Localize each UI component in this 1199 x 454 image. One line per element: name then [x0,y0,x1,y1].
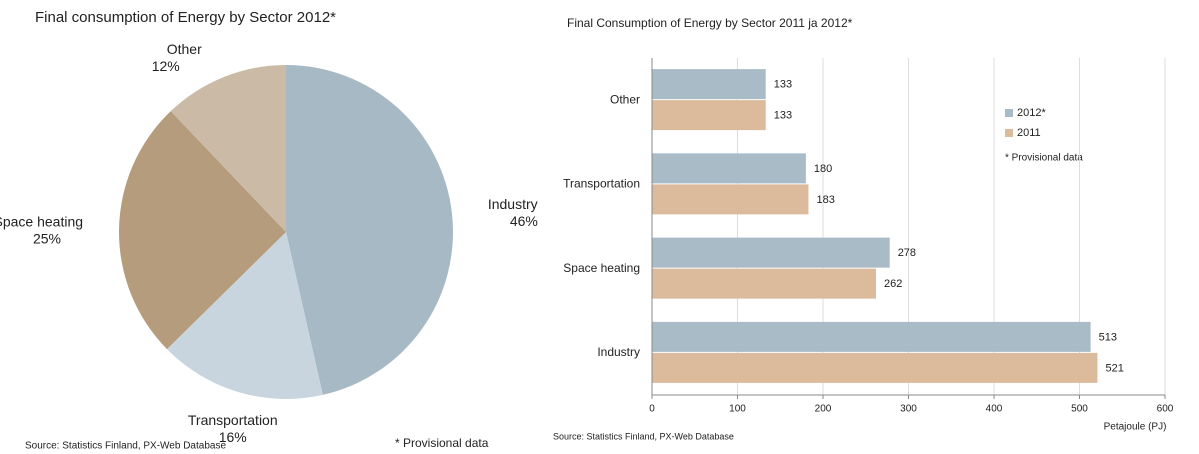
bar-note: * Provisional data [1005,153,1083,164]
bar-value: 183 [816,194,834,206]
bar-source: Source: Statistics Finland, PX-Web Datab… [553,431,734,441]
bar [652,237,890,268]
slice-label: Space heating [0,214,83,230]
x-axis-label: Petajoule (PJ) [1104,422,1167,433]
bar [652,153,806,184]
slice-label: Industry [488,196,538,212]
legend-label: 2011 [1017,127,1041,139]
x-tick-label: 0 [649,404,655,415]
pie-slice [170,65,286,232]
bar [652,69,766,100]
x-tick-label: 400 [986,404,1003,415]
pie-title: Final consumption of Energy by Sector 20… [35,9,336,26]
bar [652,100,766,131]
x-tick-label: 500 [1071,404,1088,415]
pie-source: Source: Statistics Finland, PX-Web Datab… [25,441,226,452]
legend-swatch [1005,129,1013,137]
x-tick-label: 100 [729,404,746,415]
bar [652,321,1091,352]
bar-value: 133 [774,110,792,122]
bar-title: Final Consumption of Energy by Sector 20… [567,16,853,30]
pie-slice [118,111,286,350]
legend-label: 2012* [1017,107,1046,119]
x-tick-label: 600 [1157,404,1174,415]
slice-value: 25% [33,231,61,247]
bar-value: 278 [898,247,916,259]
x-tick-label: 200 [815,404,832,415]
slice-value: 16% [219,429,247,445]
y-tick-label: Space heating [563,261,640,275]
bar-value: 262 [884,278,902,290]
bar-value: 521 [1105,362,1123,374]
pie-note: * Provisional data [395,436,489,450]
bar [652,352,1098,383]
pie-slice [166,232,323,399]
bar-value: 133 [774,79,792,91]
y-tick-label: Other [610,92,640,106]
slice-value: 12% [152,58,180,74]
slice-label: Transportation [188,412,278,428]
y-tick-label: Transportation [563,177,640,191]
y-tick-label: Industry [597,345,640,359]
bar-value: 180 [814,163,832,175]
slice-value: 46% [510,213,538,229]
bar [652,268,877,299]
bar-value: 513 [1099,331,1117,343]
pie-slice [286,65,454,395]
bar [652,184,809,215]
x-tick-label: 300 [900,404,917,415]
legend-swatch [1005,109,1013,117]
slice-label: Other [167,41,202,57]
